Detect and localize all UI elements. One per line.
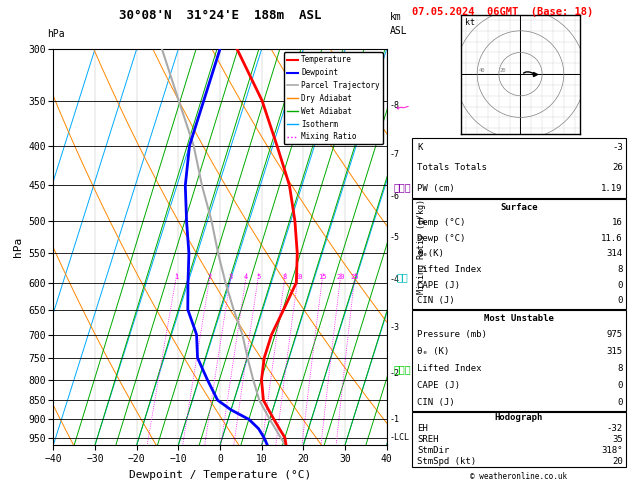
Text: Pressure (mb): Pressure (mb) — [417, 330, 487, 339]
Text: 26: 26 — [612, 163, 623, 173]
Text: θₑ(K): θₑ(K) — [417, 249, 444, 259]
Text: CIN (J): CIN (J) — [417, 296, 455, 305]
Text: Most Unstable: Most Unstable — [484, 313, 554, 323]
Text: © weatheronline.co.uk: © weatheronline.co.uk — [470, 472, 567, 481]
Text: PW (cm): PW (cm) — [417, 184, 455, 192]
Text: 0: 0 — [617, 398, 623, 407]
Y-axis label: hPa: hPa — [13, 237, 23, 257]
Text: 11.6: 11.6 — [601, 234, 623, 243]
Text: 20: 20 — [500, 68, 506, 73]
Text: hPa: hPa — [47, 29, 65, 39]
Text: km: km — [390, 12, 402, 22]
Text: 16: 16 — [612, 218, 623, 227]
Text: 0: 0 — [617, 281, 623, 290]
Text: 30°08'N  31°24'E  188m  ASL: 30°08'N 31°24'E 188m ASL — [119, 9, 321, 22]
Text: 3: 3 — [229, 274, 233, 280]
Text: -4: -4 — [389, 275, 399, 284]
Text: 20: 20 — [612, 456, 623, 466]
Text: -5: -5 — [389, 233, 399, 242]
X-axis label: Dewpoint / Temperature (°C): Dewpoint / Temperature (°C) — [129, 470, 311, 480]
Text: K: K — [417, 143, 423, 152]
Text: 10: 10 — [294, 274, 303, 280]
Text: -6: -6 — [389, 192, 399, 201]
Text: 8: 8 — [617, 265, 623, 274]
Text: CAPE (J): CAPE (J) — [417, 381, 460, 390]
Text: Temp (°C): Temp (°C) — [417, 218, 465, 227]
Text: Hodograph: Hodograph — [495, 413, 543, 422]
Text: 4: 4 — [244, 274, 248, 280]
Text: EH: EH — [417, 424, 428, 433]
Text: 0: 0 — [617, 381, 623, 390]
Text: ǋǋǋ: ǋǋǋ — [394, 364, 411, 374]
Text: Lifted Index: Lifted Index — [417, 265, 482, 274]
Text: -2: -2 — [389, 369, 399, 378]
Text: 20: 20 — [337, 274, 345, 280]
Text: Lifted Index: Lifted Index — [417, 364, 482, 373]
Text: -8: -8 — [389, 101, 399, 110]
Text: 315: 315 — [606, 347, 623, 356]
Text: 35: 35 — [612, 434, 623, 444]
Legend: Temperature, Dewpoint, Parcel Trajectory, Dry Adiabat, Wet Adiabat, Isotherm, Mi: Temperature, Dewpoint, Parcel Trajectory… — [284, 52, 383, 144]
Text: -LCL: -LCL — [389, 433, 409, 442]
Text: -3: -3 — [612, 143, 623, 152]
Text: ←—: ←— — [395, 100, 410, 114]
Text: 1.19: 1.19 — [601, 184, 623, 192]
Text: SREH: SREH — [417, 434, 438, 444]
Text: Surface: Surface — [500, 203, 538, 211]
Text: StmDir: StmDir — [417, 446, 449, 454]
Text: 15: 15 — [318, 274, 327, 280]
Text: ASL: ASL — [390, 26, 408, 36]
Text: 1: 1 — [174, 274, 179, 280]
Text: ǋǋǋ: ǋǋǋ — [394, 182, 411, 192]
Text: 314: 314 — [606, 249, 623, 259]
Text: Mixing Ratio (g/kg): Mixing Ratio (g/kg) — [417, 199, 426, 294]
Text: -1: -1 — [389, 415, 399, 424]
Text: Totals Totals: Totals Totals — [417, 163, 487, 173]
Text: 975: 975 — [606, 330, 623, 339]
Text: 8: 8 — [617, 364, 623, 373]
Text: CIN (J): CIN (J) — [417, 398, 455, 407]
Text: 40: 40 — [478, 68, 485, 73]
Text: -7: -7 — [389, 150, 399, 158]
Text: -32: -32 — [606, 424, 623, 433]
Text: θₑ (K): θₑ (K) — [417, 347, 449, 356]
Text: ǋǋ: ǋǋ — [397, 272, 408, 282]
Text: 5: 5 — [256, 274, 260, 280]
Text: 07.05.2024  06GMT  (Base: 18): 07.05.2024 06GMT (Base: 18) — [412, 7, 593, 17]
Text: 25: 25 — [350, 274, 359, 280]
Text: StmSpd (kt): StmSpd (kt) — [417, 456, 476, 466]
Text: CAPE (J): CAPE (J) — [417, 281, 460, 290]
Text: -3: -3 — [389, 323, 399, 332]
Text: Dewp (°C): Dewp (°C) — [417, 234, 465, 243]
Text: kt: kt — [465, 18, 474, 27]
Text: 8: 8 — [283, 274, 287, 280]
Text: 2: 2 — [208, 274, 212, 280]
Text: 0: 0 — [617, 296, 623, 305]
Text: 318°: 318° — [601, 446, 623, 454]
